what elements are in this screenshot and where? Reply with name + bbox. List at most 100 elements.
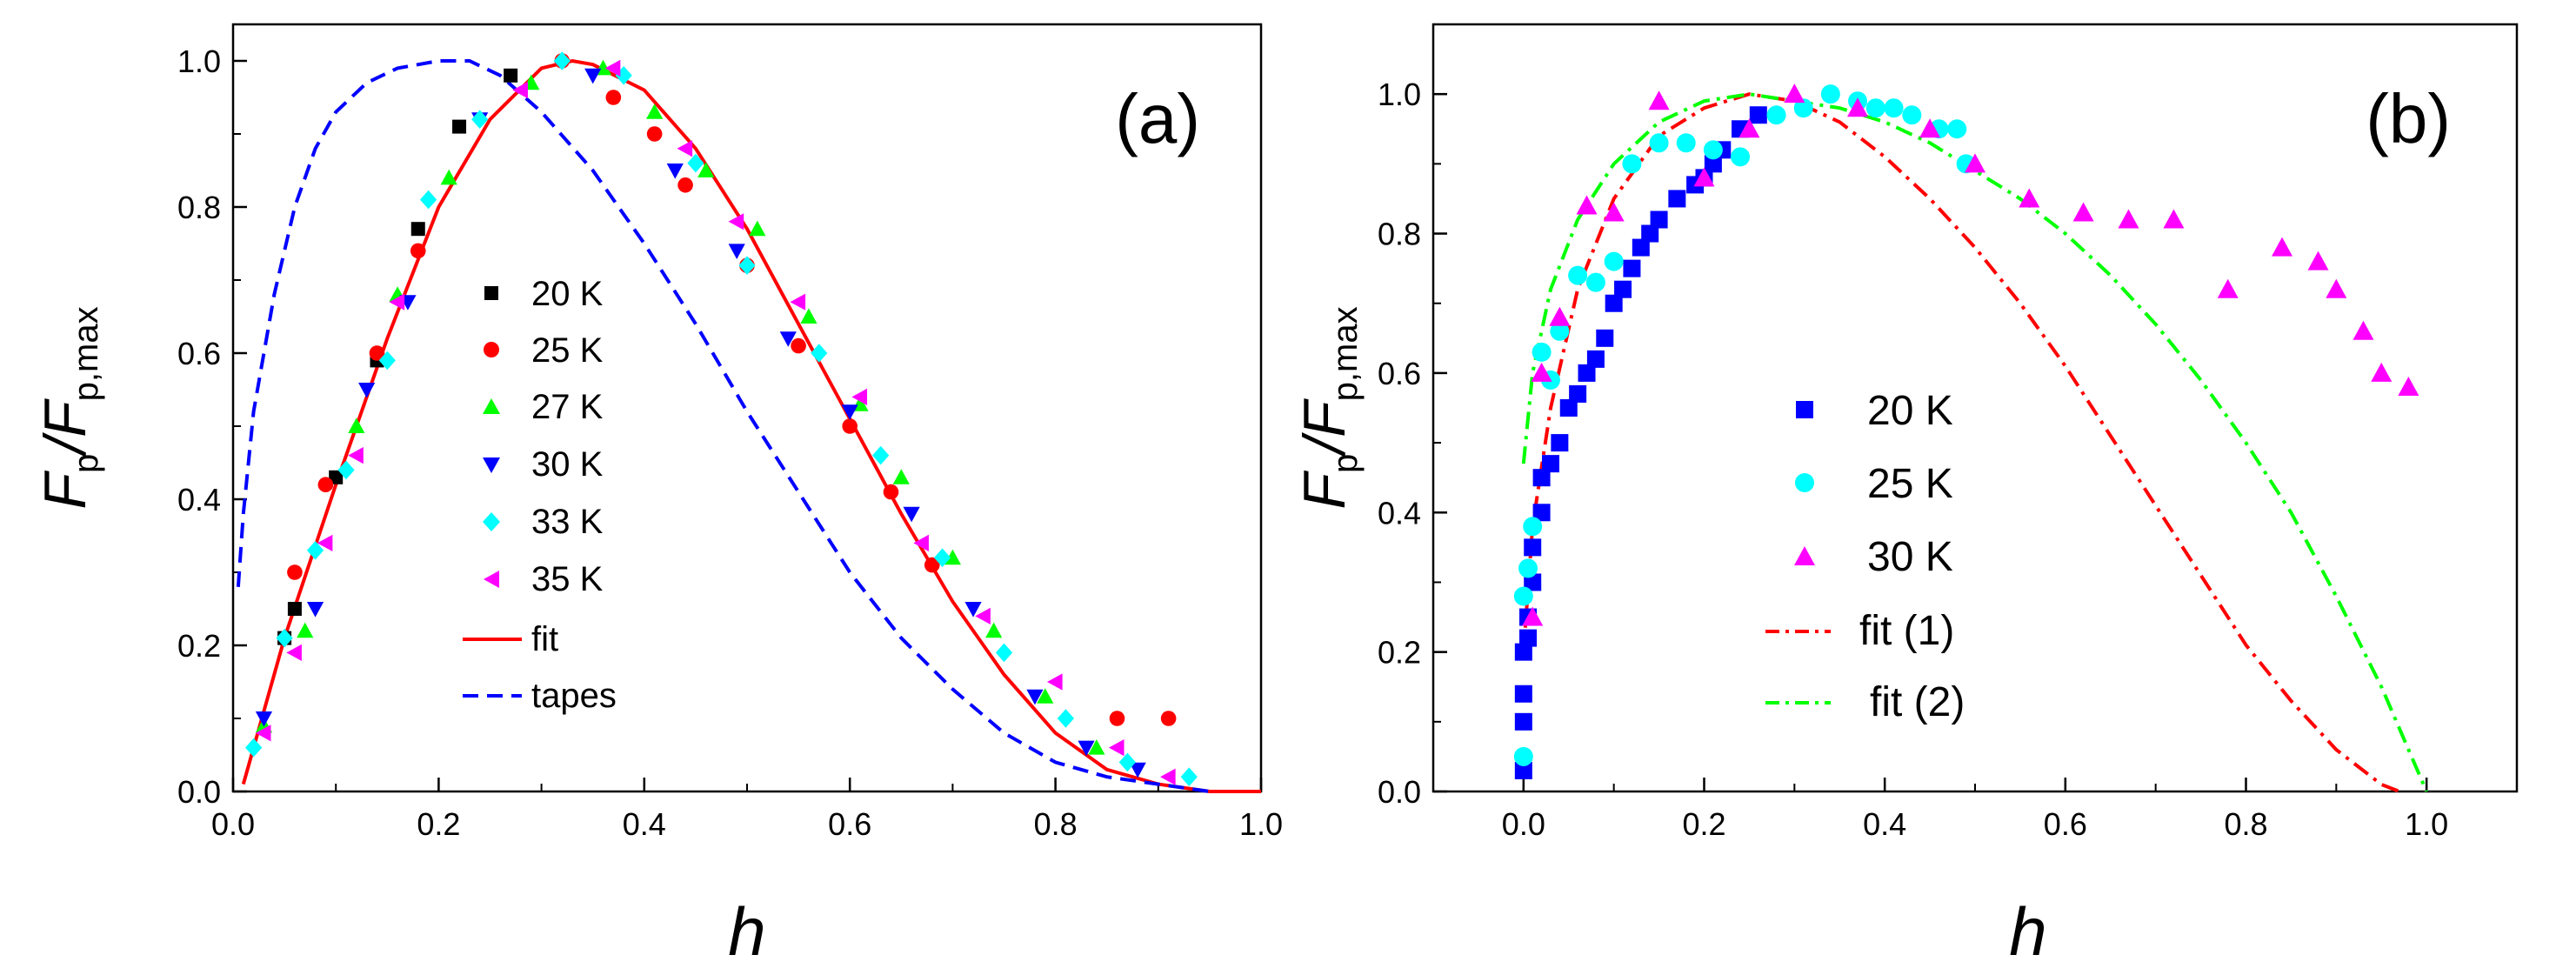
panel-b-ylabel: Fp/Fp,max: [1291, 306, 1365, 509]
panel-a-point-25k: [410, 243, 426, 259]
panel-a-ytick-label: 0.8: [177, 190, 221, 225]
panel-b-point-30k: [1522, 606, 1544, 626]
panel-b-point-30k: [2118, 209, 2139, 229]
panel-a-point-25k: [369, 345, 385, 361]
panel-a-ytick-label: 0.0: [177, 774, 221, 810]
panel-a-xtick-label: 1.0: [1239, 806, 1283, 842]
panel-b-xtick-label: 0.0: [1502, 806, 1545, 842]
legend-b-label-fit1: fit (1): [1859, 608, 1954, 654]
panel-b-point-30k: [1576, 195, 1598, 215]
panel-a-point-33k: [553, 51, 571, 70]
panel-b-point-20k: [1749, 106, 1767, 124]
panel-b-ytick-label: 0.4: [1378, 495, 1421, 531]
panel-a-point-20k: [329, 470, 344, 484]
panel-a-point-27k: [1088, 739, 1105, 755]
panel-a-point-27k: [1037, 688, 1054, 704]
panel-b-ytick-label: 0.2: [1378, 635, 1421, 671]
panel-a-point-33k: [933, 548, 951, 567]
panel-a-plot-frame: [231, 23, 1263, 793]
legend-a-marker-35k: [484, 571, 499, 588]
panel-b-point-25k: [1865, 98, 1885, 118]
legend-b-marker-25k: [1795, 473, 1814, 492]
panel-a-point-20k: [287, 602, 302, 616]
panel-b-point-25k: [1513, 586, 1533, 606]
panel-b-point-30k: [2307, 250, 2329, 270]
panel-b-point-20k: [1514, 643, 1532, 661]
panel-a-point-30k: [1129, 762, 1146, 778]
legend-a-label-20k: 20 K: [531, 275, 604, 313]
panel-a-ytick-label: 0.6: [177, 336, 221, 371]
panel-b-point-30k: [2398, 376, 2419, 396]
panel-b-point-30k: [2217, 278, 2239, 298]
panel-a-point-30k: [964, 602, 982, 618]
panel-a-point-25k: [287, 564, 303, 580]
panel-b-point-25k: [1820, 84, 1840, 104]
legend-a-marker-30k: [483, 457, 500, 473]
panel-a-point-35k: [913, 534, 929, 551]
panel-b-point-25k: [1793, 98, 1813, 118]
panel-b-xtick-label: 0.2: [1682, 806, 1725, 842]
panel-b-point-20k: [1605, 294, 1623, 312]
panel-b-point-20k: [1578, 364, 1596, 382]
panel-b-point-20k: [1551, 434, 1569, 452]
panel-b-point-20k: [1541, 455, 1559, 473]
panel-a-point-27k: [646, 104, 664, 119]
panel-b-ytick-label: 1.0: [1378, 77, 1421, 112]
panel-b-point-25k: [1604, 251, 1624, 271]
panel-b-point-20k: [1668, 190, 1686, 208]
panel-b-point-30k: [1919, 118, 1941, 138]
panel-a-point-30k: [1026, 689, 1044, 705]
panel-a-point-35k: [1160, 768, 1176, 785]
panel-b-point-20k: [1559, 399, 1578, 417]
panel-b-point-20k: [1623, 259, 1641, 277]
panel-a-point-35k: [604, 59, 621, 77]
panel-a-point-30k: [1078, 740, 1095, 757]
panel-a-point-30k: [584, 68, 602, 84]
panel-b-point-30k: [1847, 97, 1869, 117]
panel-b-point-25k: [1585, 272, 1605, 292]
panel-a-point-20k: [410, 222, 425, 237]
panel-a-point-30k: [306, 602, 324, 618]
panel-b-point-30k: [1693, 167, 1715, 187]
panel-a-point-33k: [1118, 752, 1136, 772]
panel-b-line-fit-2: [1521, 92, 2429, 792]
panel-b-ylabel-main: F: [1291, 471, 1358, 510]
panel-a-xtick-label: 0.4: [623, 806, 666, 842]
panel-b-point-30k: [1965, 153, 1985, 173]
legend-a-label-tapes: tapes: [531, 677, 617, 715]
panel-b-point-20k: [1650, 210, 1668, 229]
legend-a-marker-20k: [484, 286, 498, 300]
legend-b-label-fit2: fit (2): [1870, 679, 1965, 725]
panel-a-tag: (a): [1115, 80, 1200, 157]
panel-a-point-35k: [317, 534, 333, 551]
panel-b-point-20k: [1586, 350, 1605, 368]
panel-a-point-27k: [892, 469, 910, 484]
panel-b-point-20k: [1632, 238, 1650, 257]
panel-a-point-33k: [337, 460, 355, 480]
panel-b-point-25k: [1902, 105, 1922, 125]
panel-a-point-35k: [1108, 739, 1124, 757]
panel-b-point-20k: [1569, 384, 1587, 403]
panel-a-ytick-label: 0.4: [177, 482, 221, 518]
panel-a-point-33k: [245, 738, 263, 758]
panel-a-point-33k: [1057, 709, 1075, 728]
panel-a-point-35k: [286, 644, 302, 661]
panel-b-point-20k: [1641, 224, 1659, 243]
panel-a-point-25k: [1160, 711, 1177, 726]
legend-b-label-25k: 25 K: [1867, 461, 1953, 507]
panel-a-point-27k: [297, 622, 314, 638]
panel-a-xtick-label: 0.8: [1034, 806, 1078, 842]
legend-a-marker-27k: [483, 398, 500, 414]
panel-b-point-25k: [1622, 154, 1642, 174]
legend-a-marker-25k: [484, 342, 499, 357]
panel-a-point-25k: [842, 418, 858, 434]
panel-a-xtick-label: 0.6: [828, 806, 871, 842]
panel-a-point-25k: [791, 337, 806, 354]
panel-a-point-30k: [903, 506, 920, 523]
panel-b-point-25k: [1703, 140, 1723, 160]
panel-b-point-30k: [2072, 202, 2094, 222]
panel-a-point-30k: [841, 404, 858, 420]
legend-b-label-20k: 20 K: [1867, 388, 1953, 434]
panel-b-ytick-label: 0.6: [1378, 356, 1421, 391]
panel-b-point-20k: [1524, 573, 1542, 591]
